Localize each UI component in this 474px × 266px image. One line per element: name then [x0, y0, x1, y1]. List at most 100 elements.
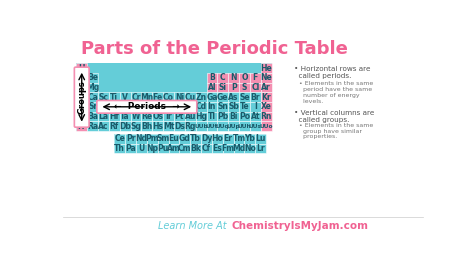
Bar: [152, 102, 163, 112]
Text: Ge: Ge: [217, 93, 228, 102]
Bar: [250, 73, 261, 83]
Bar: [130, 121, 141, 131]
Text: Sg: Sg: [130, 122, 141, 131]
Bar: [239, 83, 250, 92]
Text: Hg: Hg: [195, 112, 207, 121]
Bar: [185, 112, 196, 121]
Bar: [223, 144, 234, 153]
Text: Ds: Ds: [174, 122, 185, 131]
Bar: [250, 112, 261, 121]
Text: Ne: Ne: [260, 73, 272, 82]
Bar: [174, 121, 185, 131]
Bar: [109, 121, 120, 131]
Text: Se: Se: [239, 93, 250, 102]
Bar: [174, 112, 185, 121]
Bar: [185, 121, 196, 131]
Bar: [179, 144, 190, 153]
Bar: [261, 112, 272, 121]
Text: Ar: Ar: [261, 83, 271, 92]
Text: Groups: Groups: [77, 80, 86, 114]
Text: Tl: Tl: [208, 112, 216, 121]
Bar: [152, 92, 163, 102]
Text: Eu: Eu: [169, 134, 179, 143]
Bar: [114, 134, 125, 144]
Text: K: K: [79, 93, 85, 102]
Text: Ga: Ga: [206, 93, 218, 102]
Bar: [98, 112, 109, 121]
Text: Pm: Pm: [146, 134, 159, 143]
Text: Ni: Ni: [175, 93, 184, 102]
Text: Ca: Ca: [87, 93, 98, 102]
Bar: [174, 102, 185, 112]
Bar: [190, 134, 201, 144]
Text: H: H: [79, 64, 85, 73]
Text: Na: Na: [76, 83, 88, 92]
Bar: [245, 134, 255, 144]
Bar: [234, 134, 245, 144]
Bar: [218, 92, 228, 102]
Text: Ra: Ra: [87, 122, 98, 131]
Text: I: I: [254, 102, 257, 111]
Text: ←  Periods  →: ← Periods →: [114, 102, 180, 111]
Text: Po: Po: [239, 112, 250, 121]
Text: Zn: Zn: [195, 93, 207, 102]
Bar: [228, 83, 239, 92]
Bar: [147, 144, 158, 153]
Text: Fe: Fe: [153, 93, 163, 102]
Text: Rh: Rh: [163, 102, 174, 111]
Bar: [239, 73, 250, 83]
Text: Pu: Pu: [157, 144, 169, 153]
Bar: [250, 92, 261, 102]
Text: Cu: Cu: [185, 93, 196, 102]
Text: Si: Si: [219, 83, 227, 92]
Text: Sb: Sb: [228, 102, 239, 111]
Text: Rn: Rn: [261, 112, 272, 121]
Text: Li: Li: [78, 73, 85, 82]
Text: Learn More At: Learn More At: [158, 221, 230, 231]
Bar: [120, 102, 130, 112]
Bar: [255, 134, 266, 144]
Text: Te: Te: [240, 102, 249, 111]
Bar: [76, 102, 87, 112]
Text: Nd: Nd: [136, 134, 147, 143]
Text: Sm: Sm: [156, 134, 170, 143]
Text: Rg: Rg: [184, 122, 196, 131]
Text: Cm: Cm: [178, 144, 191, 153]
Bar: [152, 121, 163, 131]
Bar: [245, 144, 255, 153]
Bar: [141, 112, 152, 121]
Text: UUt: UUt: [206, 123, 218, 128]
Text: Br: Br: [251, 93, 260, 102]
Bar: [136, 134, 147, 144]
Bar: [228, 121, 239, 131]
Text: UUp: UUp: [227, 123, 240, 128]
Bar: [218, 121, 228, 131]
Bar: [158, 144, 169, 153]
Bar: [109, 92, 120, 102]
Bar: [76, 83, 87, 92]
Text: Ir: Ir: [165, 112, 172, 121]
Bar: [228, 92, 239, 102]
Bar: [207, 112, 218, 121]
Text: Mo: Mo: [129, 102, 143, 111]
Text: La: La: [99, 112, 109, 121]
Bar: [163, 121, 174, 131]
Text: Ac: Ac: [98, 122, 109, 131]
Text: Hs: Hs: [152, 122, 163, 131]
Text: Gd: Gd: [179, 134, 191, 143]
Text: Pd: Pd: [174, 102, 185, 111]
Text: Fm: Fm: [222, 144, 235, 153]
Bar: [261, 73, 272, 83]
Bar: [169, 134, 179, 144]
Text: Bh: Bh: [141, 122, 153, 131]
Bar: [255, 144, 266, 153]
Bar: [120, 121, 130, 131]
Text: Ta: Ta: [120, 112, 130, 121]
Text: Cl: Cl: [251, 83, 259, 92]
Text: Nb: Nb: [119, 102, 131, 111]
Text: Np: Np: [146, 144, 158, 153]
Bar: [201, 144, 212, 153]
Text: Er: Er: [224, 134, 233, 143]
Bar: [212, 144, 223, 153]
Text: In: In: [208, 102, 216, 111]
